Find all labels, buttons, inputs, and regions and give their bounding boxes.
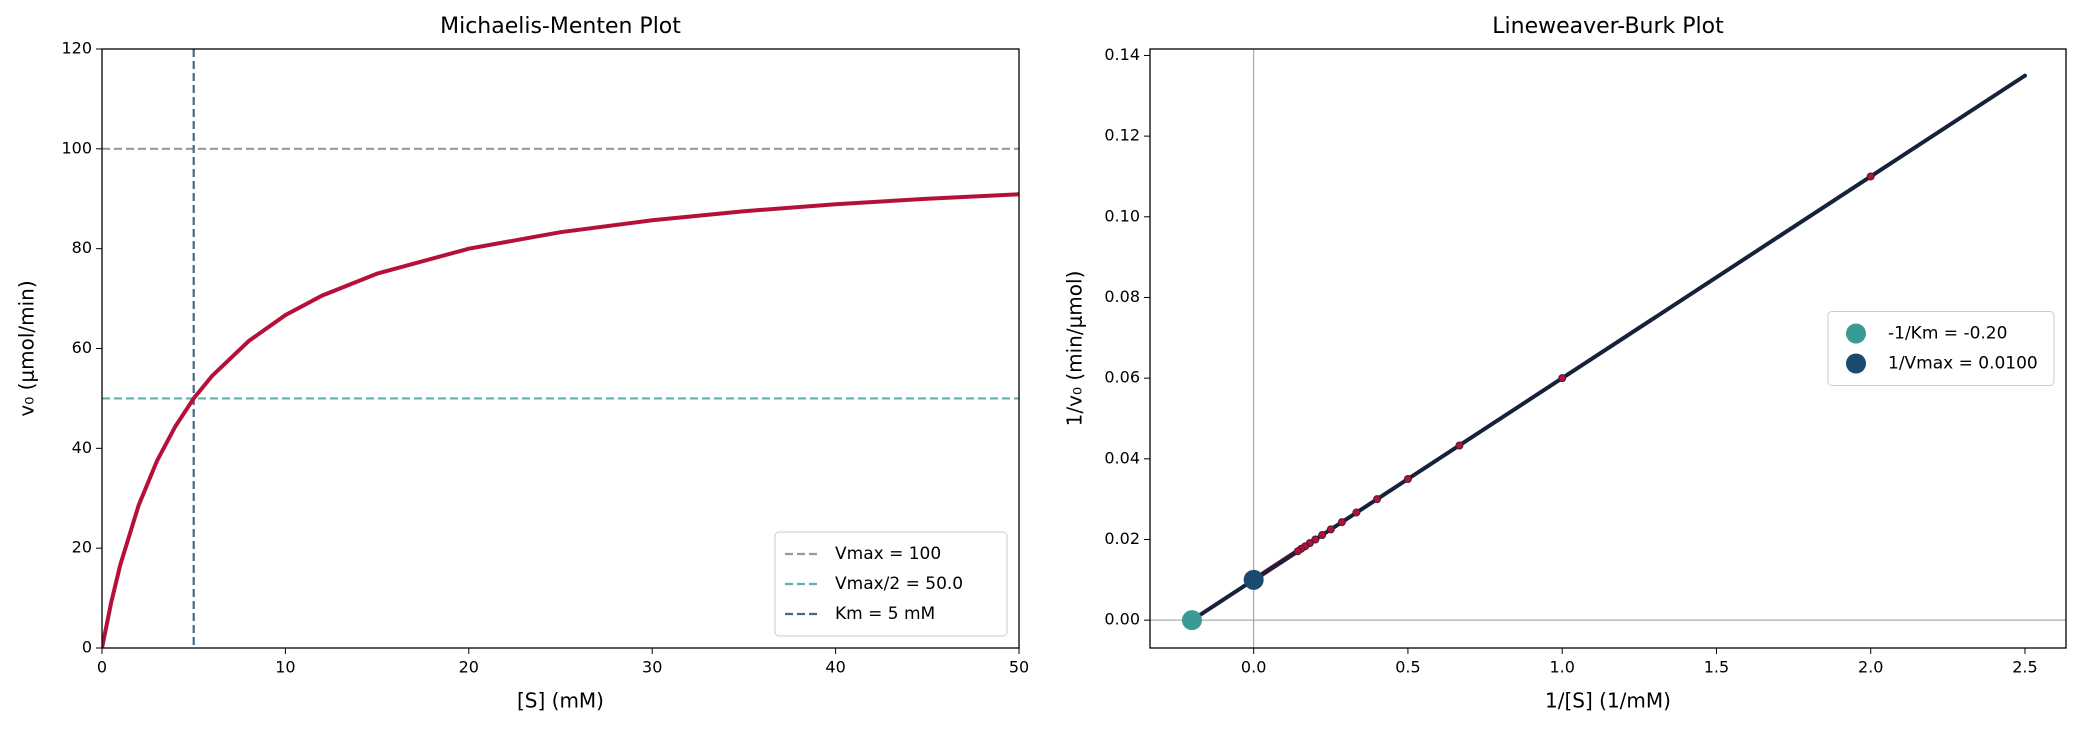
y-axis-label: v₀ (μmol/min) xyxy=(15,280,39,416)
y-tick-label: 20 xyxy=(72,538,92,557)
x-tick-label: 40 xyxy=(825,658,845,677)
legend-label: 1/Vmax = 0.0100 xyxy=(1888,354,2038,374)
y-tick-label: 0.04 xyxy=(1104,448,1140,467)
y-tick-label: 120 xyxy=(61,39,92,58)
y-tick-label: 0.00 xyxy=(1104,610,1140,629)
y-axis-label: 1/v₀ (min/μmol) xyxy=(1063,271,1087,427)
intercept-point xyxy=(1181,610,1202,631)
x-tick-label: 1.5 xyxy=(1704,658,1729,677)
x-tick-label: 0 xyxy=(97,658,107,677)
y-tick-label: 40 xyxy=(72,438,92,457)
y-tick-label: 0.06 xyxy=(1104,368,1140,387)
legend-swatch xyxy=(1846,323,1866,344)
legend: Vmax = 100 Vmax/2 = 50.0 Km = 5 mM xyxy=(774,531,1008,637)
series-line xyxy=(102,192,1019,648)
data-point xyxy=(1326,525,1335,534)
x-tick-label: 0.5 xyxy=(1395,658,1420,677)
chart-title: Michaelis-Menten Plot xyxy=(440,14,681,39)
data-point xyxy=(1455,441,1464,450)
legend-swatch xyxy=(1846,353,1866,374)
data-point xyxy=(1337,518,1346,527)
y-tick-label: 60 xyxy=(72,338,92,357)
legend-box xyxy=(774,531,1008,637)
y-tick-label: 0.10 xyxy=(1104,206,1140,225)
x-tick-label: 2.5 xyxy=(2012,658,2037,677)
y-tick-label: 0.02 xyxy=(1104,529,1140,548)
data-point xyxy=(1318,531,1327,540)
axes-frame xyxy=(1149,48,2067,649)
chart-title: Lineweaver-Burk Plot xyxy=(1492,14,1724,39)
legend-label: Km = 5 mM xyxy=(835,604,935,624)
y-tick-label: 100 xyxy=(61,138,92,157)
plot-area xyxy=(102,49,1019,648)
axes-frame xyxy=(101,48,1020,649)
y-tick-label: 0 xyxy=(82,638,92,657)
x-axis-label: [S] (mM) xyxy=(517,689,604,713)
y-tick-label: 0.12 xyxy=(1104,126,1140,145)
data-point xyxy=(1403,474,1412,483)
legend-box xyxy=(1827,311,2055,386)
x-tick-label: 50 xyxy=(1009,658,1029,677)
legend-label: Vmax/2 = 50.0 xyxy=(835,574,963,594)
x-axis-label: 1/[S] (1/mM) xyxy=(1545,689,1671,713)
x-tick-label: 1.0 xyxy=(1549,658,1574,677)
data-point xyxy=(1558,374,1567,383)
x-tick-label: 2.0 xyxy=(1858,658,1883,677)
intercept-point xyxy=(1243,569,1264,590)
plot-area xyxy=(1150,49,2066,648)
legend-label: Vmax = 100 xyxy=(835,544,941,564)
data-point xyxy=(1293,547,1302,556)
legend-label: -1/Km = -0.20 xyxy=(1888,324,2007,344)
x-tick-label: 30 xyxy=(642,658,662,677)
x-tick-label: 20 xyxy=(459,658,479,677)
data-point xyxy=(1866,172,1875,181)
y-tick-label: 80 xyxy=(72,238,92,257)
y-tick-label: 0.08 xyxy=(1104,287,1140,306)
x-tick-label: 0.0 xyxy=(1241,658,1266,677)
data-point xyxy=(1373,495,1382,504)
x-tick-label: 10 xyxy=(275,658,295,677)
y-tick-label: 0.14 xyxy=(1104,45,1140,64)
legend: -1/Km = -0.20 1/Vmax = 0.0100 xyxy=(1827,311,2055,386)
data-point xyxy=(1352,508,1361,517)
data-point xyxy=(1311,535,1320,544)
